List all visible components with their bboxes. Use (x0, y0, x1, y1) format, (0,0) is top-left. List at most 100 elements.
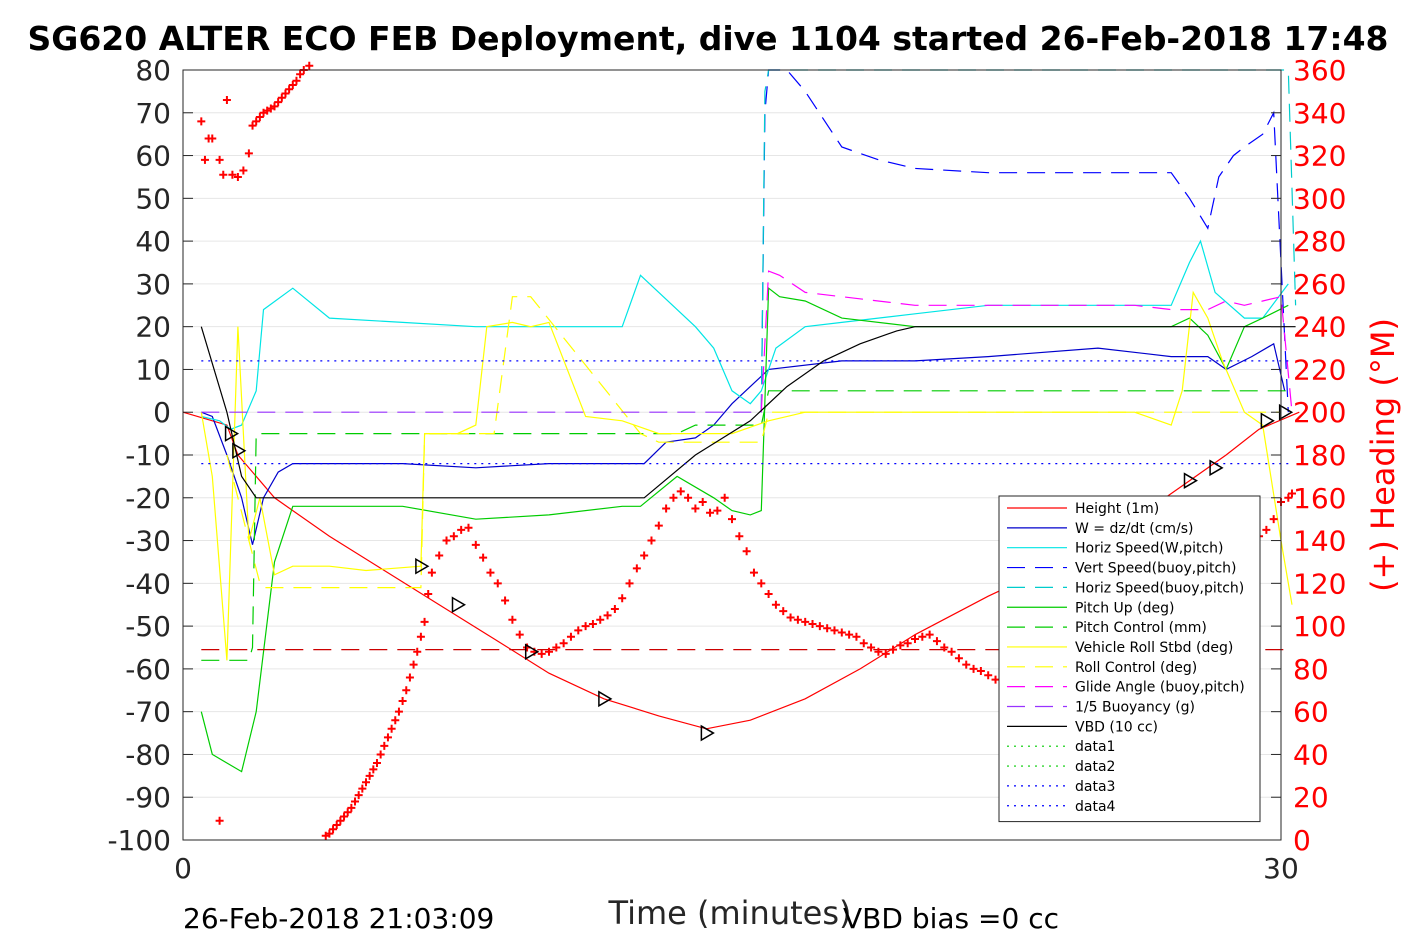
heading-point (837, 628, 846, 637)
heading-point (1284, 493, 1293, 502)
y-tick-label-left: 50 (135, 182, 171, 215)
heading-point (200, 155, 209, 164)
heading-point (442, 536, 451, 545)
heading-point (515, 630, 524, 639)
heading-point (248, 121, 257, 130)
legend-entry: W = dz/dt (cm/s) (1075, 521, 1194, 537)
y-tick-label-right: 180 (1293, 439, 1346, 472)
legend-box (998, 495, 1261, 823)
heading-point (372, 759, 381, 767)
heading-point (852, 632, 861, 641)
y-tick-label-right: 200 (1293, 396, 1346, 429)
heading-point (647, 536, 656, 545)
heading-point (270, 102, 279, 111)
heading-point (889, 645, 898, 654)
triangle-marker (1183, 472, 1198, 489)
heading-point (947, 647, 956, 656)
heading-point (830, 626, 839, 635)
heading-point (305, 61, 314, 70)
heading-point (420, 617, 429, 626)
series-line-11 (200, 326, 1296, 499)
legend-entry: Vert Speed(buoy,pitch) (1075, 561, 1237, 577)
y-tick-label-left: 80 (135, 54, 171, 87)
heading-point (383, 733, 392, 742)
triangle-marker (224, 425, 240, 442)
heading-point (874, 647, 883, 656)
y-tick-label-left: 30 (135, 268, 171, 301)
legend-entry: Vehicle Roll Stbd (deg) (1075, 640, 1233, 656)
triangle-marker (451, 596, 466, 614)
heading-point (457, 525, 466, 534)
heading-point (881, 649, 890, 658)
y-tick-label-right: 300 (1293, 182, 1346, 215)
heading-point (347, 803, 356, 812)
y-tick-label-left: 20 (135, 311, 171, 344)
heading-point (559, 639, 568, 648)
heading-point (219, 170, 228, 179)
y-axis-left-ticks: 80 70 60 50 40 30 20 10 0 -10 -20 -30 -40 -50 -60 -70 -8… (107, 54, 193, 857)
y-axis-right-ticks: 3603403203002802602402202001801601401201… (1271, 54, 1346, 857)
heading-point (402, 686, 411, 695)
heading-point (208, 134, 217, 143)
y-tick-label-right: 220 (1293, 353, 1346, 386)
x-axis-ticks: 0 30 (174, 852, 1299, 885)
heading-point (413, 647, 422, 656)
heading-point (911, 634, 919, 643)
legend-entry: 1/5 Buoyancy (g) (1075, 700, 1195, 716)
heading-point (640, 551, 649, 560)
y-tick-label-right: 100 (1293, 610, 1346, 643)
heading-point (962, 660, 971, 669)
y-tick-label-right: 120 (1293, 567, 1346, 600)
legend-entry: data3 (1075, 779, 1115, 795)
heading-point (698, 498, 707, 507)
heading-point (277, 93, 286, 102)
heading-point (581, 622, 590, 631)
heading-point (285, 85, 294, 94)
heading-point (845, 630, 854, 639)
legend-entry: data2 (1075, 759, 1115, 775)
y-axis-right-label: (+) Heading (°M) (1364, 318, 1402, 592)
heading-point (801, 617, 810, 626)
heading-point (387, 724, 396, 733)
heading-point (493, 579, 502, 588)
heading-point (728, 515, 736, 524)
y-tick-label-left: -10 (125, 439, 171, 472)
series-line-9 (760, 270, 1293, 413)
y-tick-label-right: 80 (1293, 653, 1329, 686)
heading-point (215, 816, 224, 825)
heading-point (329, 825, 338, 834)
y-tick-label-right: 140 (1293, 525, 1346, 558)
triangle-marker (1209, 459, 1224, 477)
heading-point (325, 829, 334, 838)
heading-point (296, 70, 305, 79)
heading-point (358, 784, 367, 793)
y-tick-label-right: 20 (1293, 781, 1329, 814)
y-tick-label-left: 70 (135, 97, 171, 130)
series-line-8 (226, 296, 1281, 589)
x-axis-label: Time (minutes) (608, 894, 852, 932)
heading-point (332, 821, 341, 830)
heading-point (896, 641, 905, 650)
triangle-marker (232, 442, 247, 460)
heading-point (416, 632, 425, 641)
legend-entry: VBD (10 cc) (1075, 719, 1158, 735)
heading-point (340, 812, 349, 821)
heading-point (969, 664, 978, 673)
footer-vbd-bias: VBD bias =0 cc (843, 902, 1059, 935)
heading-point (867, 643, 876, 652)
triangle-marker (524, 643, 540, 661)
heading-point (479, 553, 488, 562)
heading-point (222, 95, 231, 104)
heading-point (735, 532, 744, 541)
heading-point (720, 493, 729, 502)
heading-point (603, 611, 612, 620)
heading-point (449, 532, 458, 541)
heading-point (764, 590, 773, 599)
heading-point (691, 504, 700, 513)
heading-point (588, 619, 597, 628)
triangle-marker (415, 557, 430, 575)
heading-point (292, 76, 301, 85)
y-tick-label-left: -60 (125, 653, 171, 686)
heading-point (281, 89, 290, 98)
